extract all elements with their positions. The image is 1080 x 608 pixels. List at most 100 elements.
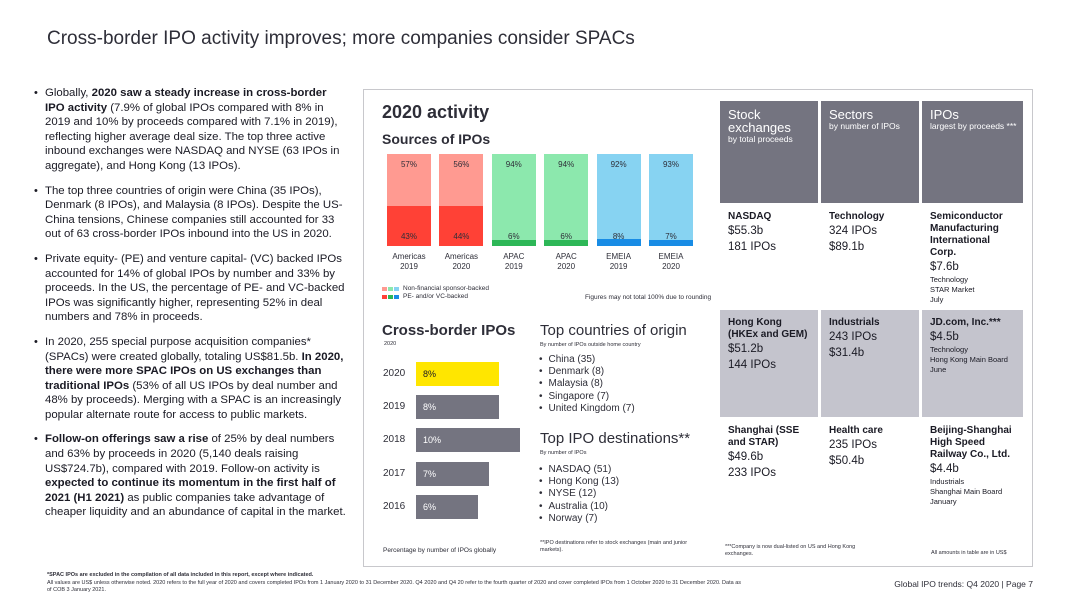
- bar-stack: 56% 44%: [439, 154, 484, 246]
- bullet-item: • Globally, 2020 saw a steady increase in…: [34, 86, 346, 174]
- bar-segment-pe-vc: 7%: [649, 232, 693, 246]
- crossborder-note: Percentage by number of IPOs globally: [383, 547, 497, 554]
- bullet-text: Globally, 2020 saw a steady increase in …: [45, 87, 340, 172]
- bullet-item: • Private equity- (PE) and venture capita…: [34, 252, 346, 325]
- list-item: Hong Kong (13): [539, 476, 620, 488]
- cell-hong-kong: Hong Kong (HKEx and GEM) $51.2b 144 IPOs: [720, 310, 818, 417]
- list-item: NASDAQ (51): [539, 464, 619, 476]
- bullet-dot: •: [34, 87, 38, 99]
- footnote-bold: *SPAC IPOs are excluded in the compilati…: [47, 572, 314, 578]
- crossborder-bar: 8%: [416, 395, 500, 419]
- list-item: United Kingdom (7): [539, 403, 635, 415]
- cell-detail: Shanghai Main Board: [930, 487, 1003, 496]
- header-stock-exchanges: Stock exchanges by total proceeds: [720, 101, 818, 203]
- legend-swatch: [394, 287, 399, 291]
- cell-detail: Industrials: [930, 477, 965, 486]
- bar-data-label: 6%: [508, 232, 520, 241]
- bar-stack: 94% 6%: [544, 154, 589, 246]
- cell-value: $49.6b: [728, 451, 764, 463]
- bullet-item: • Follow-on offerings saw a rise of 25% b…: [34, 432, 346, 520]
- cell-value: $55.3b: [728, 225, 764, 237]
- bullet-dot: •: [34, 433, 38, 446]
- header-big: IPOs: [930, 107, 959, 122]
- bar-data-label: 8%: [612, 232, 625, 241]
- cell-value: $4.4b: [930, 463, 959, 475]
- bar-segment-non-financial: 92%: [596, 154, 641, 239]
- bar-data-label: 56%: [453, 160, 470, 169]
- origin-list: China (35) Denmark (8) Malaysia (8) Sing…: [539, 354, 635, 415]
- cell-detail: January: [930, 497, 957, 506]
- bar-segment-non-financial: 94%: [544, 154, 589, 241]
- bar-segment-pe-vc: 43%: [387, 206, 431, 246]
- legend-non-financial: Non-financial sponsor-backed: [382, 285, 489, 293]
- bar-category-label: EMEIA 2020: [658, 252, 684, 271]
- origin-title: Top countries of origin: [540, 322, 687, 339]
- footnote: *SPAC IPOs are excluded in the compilati…: [47, 572, 747, 595]
- crossborder-year-label: 2017: [383, 468, 406, 479]
- bar-segment-pe-vc: 6%: [491, 232, 536, 246]
- legend-swatch: [382, 287, 387, 291]
- page-title: Cross-border IPO activity improves; more…: [47, 28, 635, 49]
- legend-non-label: Non-financial sponsor-backed: [403, 285, 489, 292]
- destinations-subtitle: By number of IPOs: [540, 450, 587, 456]
- bullet-text: Follow-on offerings saw a rise of 25% by…: [45, 433, 346, 519]
- bullet-dot: •: [34, 184, 38, 197]
- cell-value: $7.6b: [930, 261, 959, 273]
- crossborder-year-label: 2020: [383, 368, 406, 379]
- bar-stack: 57% 43%: [387, 154, 431, 246]
- cell-value: $50.4b: [829, 455, 865, 467]
- cell-technology: Technology 324 IPOs $89.1b: [821, 204, 919, 309]
- bar-segment-non-financial: 93%: [649, 154, 693, 240]
- company-note: ***Company is now dual-listed on US and …: [725, 544, 856, 557]
- cell-shanghai: Shanghai (SSE and STAR) $49.6b 233 IPOs: [720, 418, 818, 536]
- crossborder-year: 2020: [384, 341, 397, 347]
- bar-segment-non-financial: 57%: [387, 154, 431, 207]
- cell-name: JD.com, Inc.***: [930, 317, 1001, 328]
- page-footer: Global IPO trends: Q4 2020 | Page 7: [894, 579, 1033, 589]
- cell-name: Shanghai (SSE and STAR): [728, 425, 800, 448]
- cell-value: $4.5b: [930, 331, 959, 343]
- cell-value: 235 IPOs: [829, 439, 877, 451]
- activity-title: 2020 activity: [382, 102, 490, 122]
- bar-category-label: APAC 2019: [503, 252, 525, 271]
- header-ipos: IPOs largest by proceeds ***: [922, 101, 1023, 203]
- bar-stack: 92% 8%: [596, 154, 641, 246]
- bar-category-label: Americas 2020: [444, 252, 479, 271]
- cell-value: 144 IPOs: [728, 359, 776, 371]
- header-small: by total proceeds: [728, 134, 793, 144]
- cell-detail: Technology: [930, 345, 968, 354]
- bullet-item: • In 2020, 255 special purpose acquisitio…: [34, 335, 346, 423]
- bullet-list: • Globally, 2020 saw a steady increase in…: [34, 86, 346, 530]
- legend-swatch: [388, 287, 393, 291]
- destinations-note: **IPO destinations refer to stock exchan…: [540, 540, 688, 553]
- list-item: NYSE (12): [539, 488, 619, 500]
- bullet-text: The top three countries of origin were C…: [45, 184, 343, 241]
- header-small: by number of IPOs: [829, 121, 900, 131]
- bullet-dot: •: [34, 252, 38, 265]
- bullet-item: • The top three countries of origin were …: [34, 184, 346, 242]
- cell-smic: Semiconductor Manufacturing Internationa…: [922, 204, 1023, 309]
- bar-data-label: 94%: [558, 160, 575, 169]
- bar-data-label: 43%: [400, 232, 417, 241]
- cell-detail: Technology: [930, 275, 968, 284]
- legend-swatch: [382, 295, 387, 299]
- legend-swatch: [388, 295, 393, 299]
- bar-category-label: APAC 2020: [555, 252, 577, 271]
- bar-stack: 93% 7%: [649, 154, 693, 246]
- list-item: Norway (7): [539, 513, 619, 525]
- crossborder-year-label: 2019: [383, 401, 406, 412]
- cell-detail: June: [930, 365, 947, 374]
- bullet-text: In 2020, 255 special purpose acquisition…: [45, 335, 344, 421]
- cell-value: $89.1b: [829, 241, 865, 253]
- list-item: China (35): [539, 354, 635, 366]
- bar-data-label: 44%: [453, 232, 470, 241]
- legend-swatch: [394, 295, 399, 299]
- list-item: Malaysia (8): [539, 378, 635, 390]
- bar-data-label: 92%: [610, 160, 627, 169]
- header-big: Stock exchanges: [728, 107, 791, 135]
- cell-industrials: Industrials 243 IPOs $31.4b: [821, 310, 919, 417]
- legend-pe-label: PE- and/or VC-backed: [403, 293, 469, 300]
- bar-data-label: 7%: [665, 232, 677, 241]
- cell-nasdaq: NASDAQ $55.3b 181 IPOs: [720, 204, 818, 309]
- cell-name: Hong Kong (HKEx and GEM): [728, 317, 808, 340]
